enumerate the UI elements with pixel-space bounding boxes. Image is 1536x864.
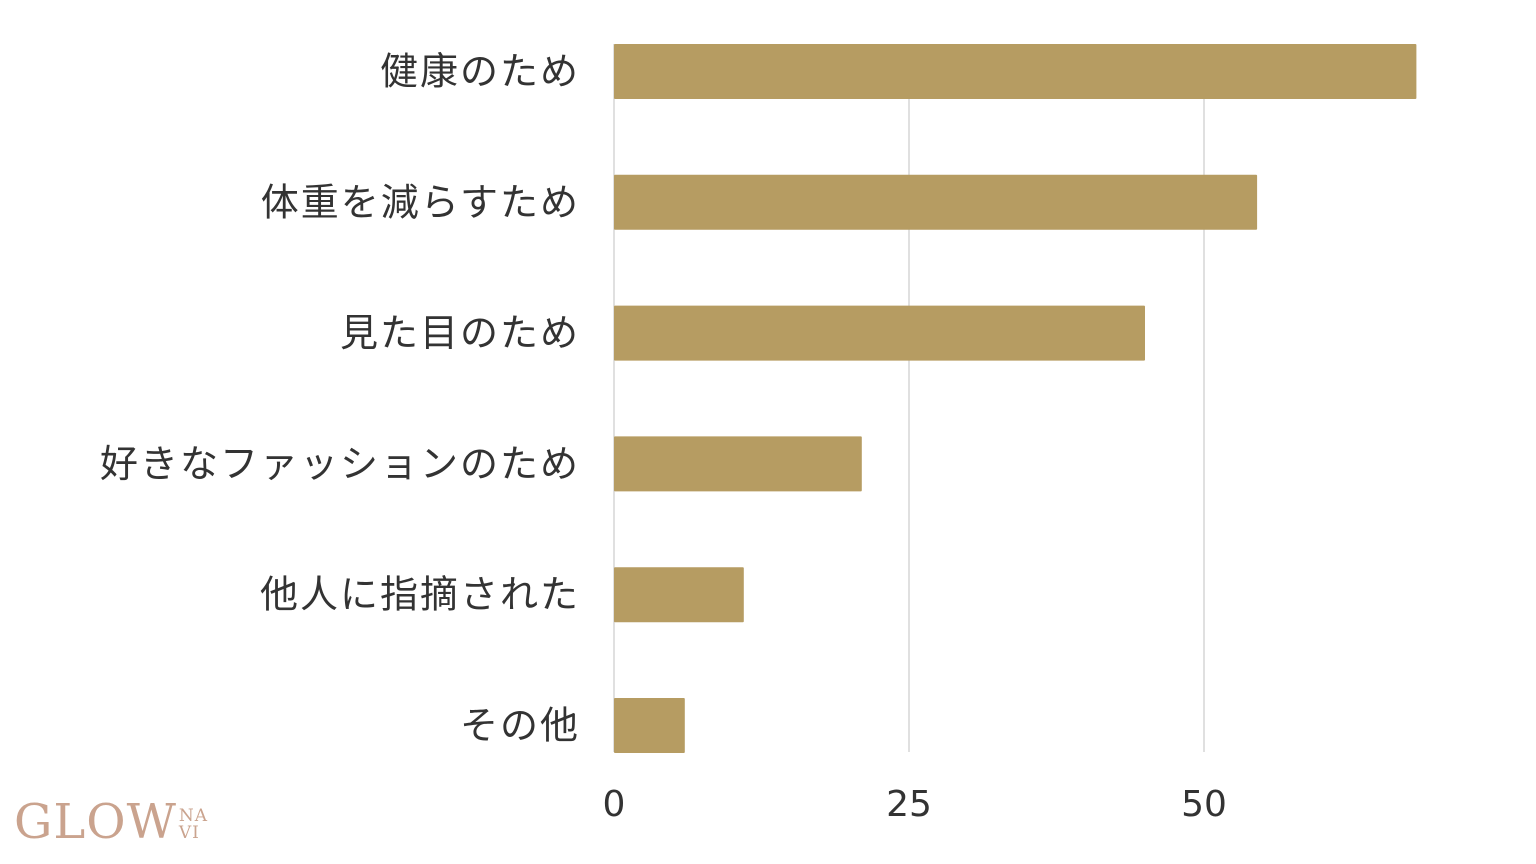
bar-4 [614, 436, 862, 492]
bar-1 [614, 44, 1417, 99]
logo-sub-text: NA VI [179, 808, 208, 842]
category-label-3: 見た目のため [340, 311, 580, 355]
logo-sub-bottom: VI [178, 823, 200, 843]
tick-label-50: 50 [1181, 784, 1227, 825]
category-label-5: 他人に指摘された [260, 573, 580, 617]
bar-3 [614, 305, 1145, 361]
category-label-4: 好きなファッションのため [100, 442, 580, 486]
category-label-6: その他 [460, 704, 580, 748]
bar-6 [614, 698, 685, 753]
tick-label-0: 0 [603, 784, 626, 825]
bar-5 [614, 567, 744, 623]
logo-sub-top: NA [178, 806, 209, 826]
glownavi-logo: GLOW NA VI [14, 798, 208, 846]
bar-2 [614, 174, 1258, 230]
tick-label-25: 25 [886, 784, 932, 825]
logo-main-text: GLOW [14, 794, 177, 850]
category-label-1: 健康のため [380, 50, 580, 94]
category-label-2: 体重を減らすため [261, 180, 580, 224]
